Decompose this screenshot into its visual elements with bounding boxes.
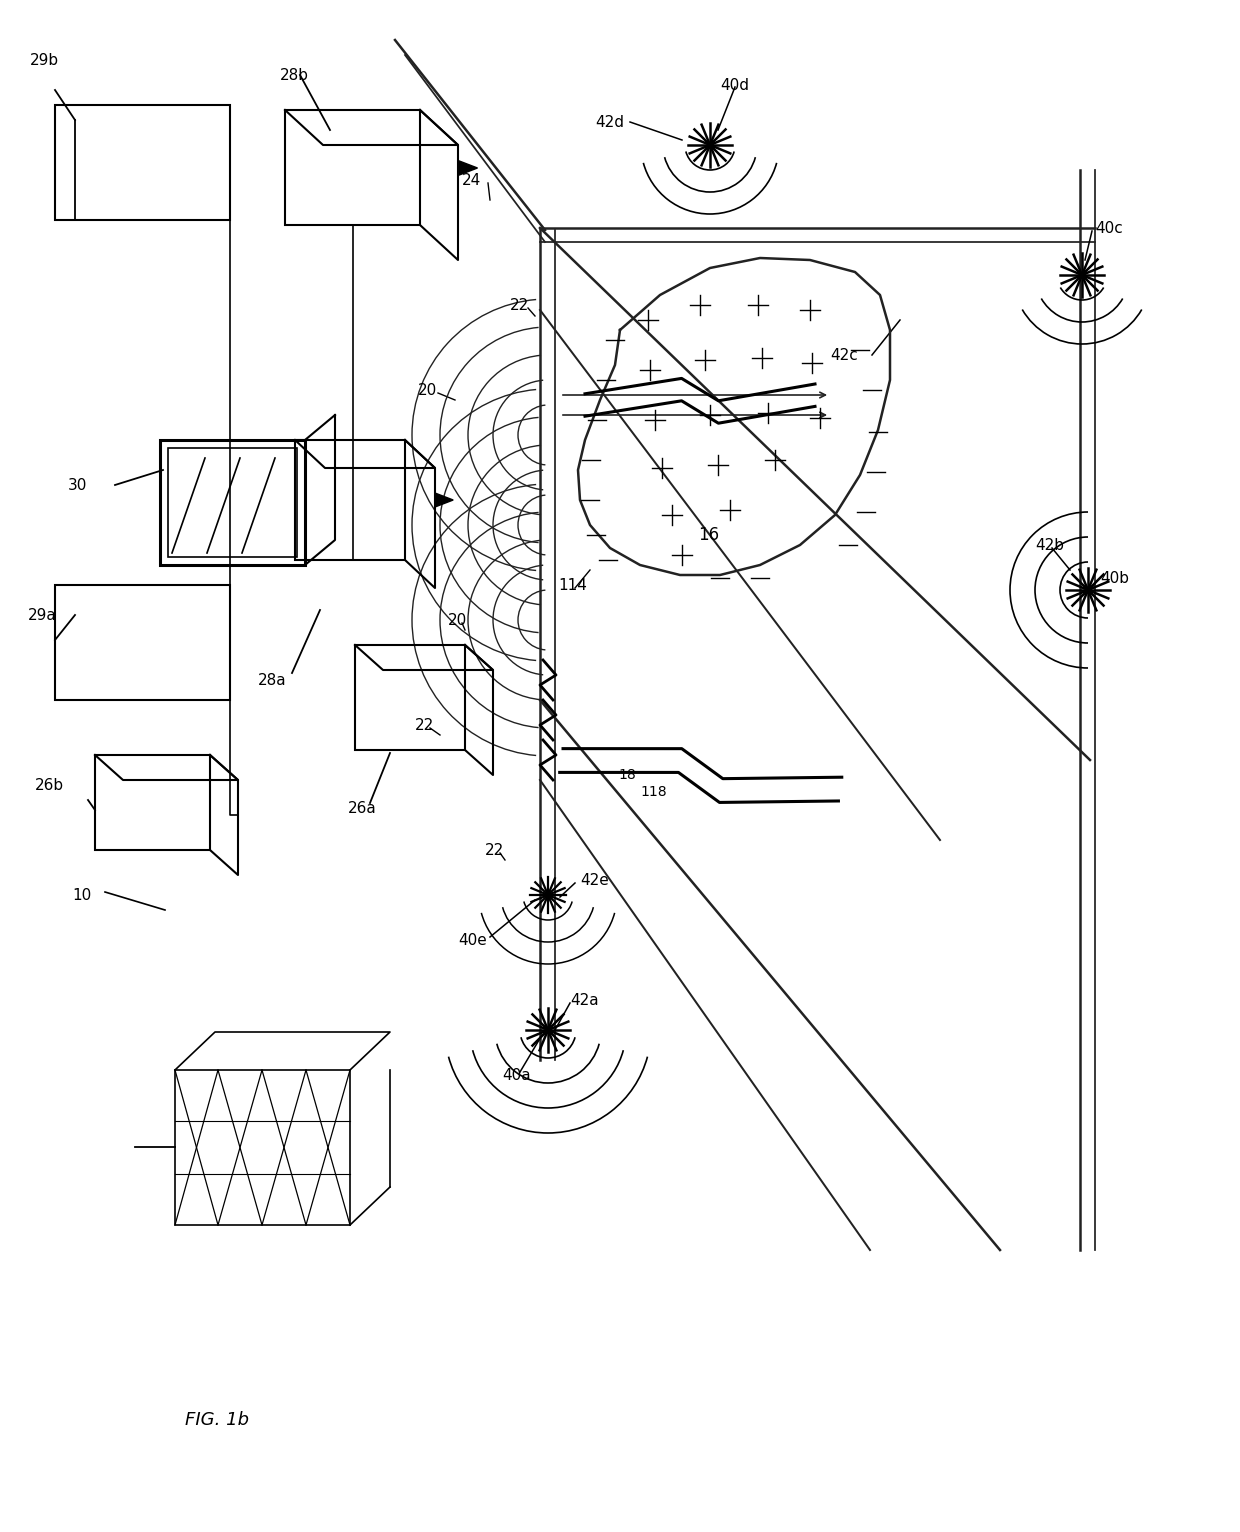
Bar bbox=[355, 645, 465, 751]
Bar bbox=[285, 110, 420, 225]
Text: 42a: 42a bbox=[570, 993, 599, 1008]
Text: 30: 30 bbox=[68, 478, 87, 492]
Text: 20: 20 bbox=[448, 613, 467, 628]
Text: 40c: 40c bbox=[1095, 221, 1122, 236]
Text: 18: 18 bbox=[618, 768, 636, 781]
Bar bbox=[167, 447, 298, 558]
Text: 42c: 42c bbox=[830, 348, 858, 363]
Text: 118: 118 bbox=[640, 784, 667, 800]
Text: 40e: 40e bbox=[458, 933, 487, 947]
Text: 22: 22 bbox=[415, 717, 434, 732]
Text: 40a: 40a bbox=[502, 1068, 531, 1083]
Text: 42e: 42e bbox=[580, 873, 609, 887]
Text: 16: 16 bbox=[698, 525, 719, 544]
Text: 20: 20 bbox=[418, 383, 438, 397]
Bar bbox=[175, 1069, 350, 1226]
Bar bbox=[95, 755, 210, 850]
Text: 28b: 28b bbox=[280, 67, 309, 83]
Text: 29b: 29b bbox=[30, 52, 60, 67]
Text: FIG. 1b: FIG. 1b bbox=[185, 1411, 249, 1429]
Polygon shape bbox=[435, 493, 453, 507]
Polygon shape bbox=[458, 161, 477, 176]
Text: 40b: 40b bbox=[1100, 570, 1128, 585]
Bar bbox=[55, 106, 229, 221]
Text: 42b: 42b bbox=[1035, 538, 1064, 553]
Text: 22: 22 bbox=[510, 297, 529, 313]
Text: 26b: 26b bbox=[35, 778, 64, 792]
Bar bbox=[295, 440, 405, 561]
Text: 10: 10 bbox=[72, 887, 92, 902]
Bar bbox=[55, 585, 229, 700]
Text: 29a: 29a bbox=[29, 608, 57, 622]
Bar bbox=[160, 440, 305, 565]
Text: 40d: 40d bbox=[720, 78, 749, 92]
Text: 26a: 26a bbox=[348, 801, 377, 815]
Text: 28a: 28a bbox=[258, 673, 286, 688]
Text: 42d: 42d bbox=[595, 115, 624, 130]
Text: 24: 24 bbox=[463, 173, 481, 187]
Text: 22: 22 bbox=[485, 843, 505, 858]
Text: 114: 114 bbox=[558, 578, 587, 593]
